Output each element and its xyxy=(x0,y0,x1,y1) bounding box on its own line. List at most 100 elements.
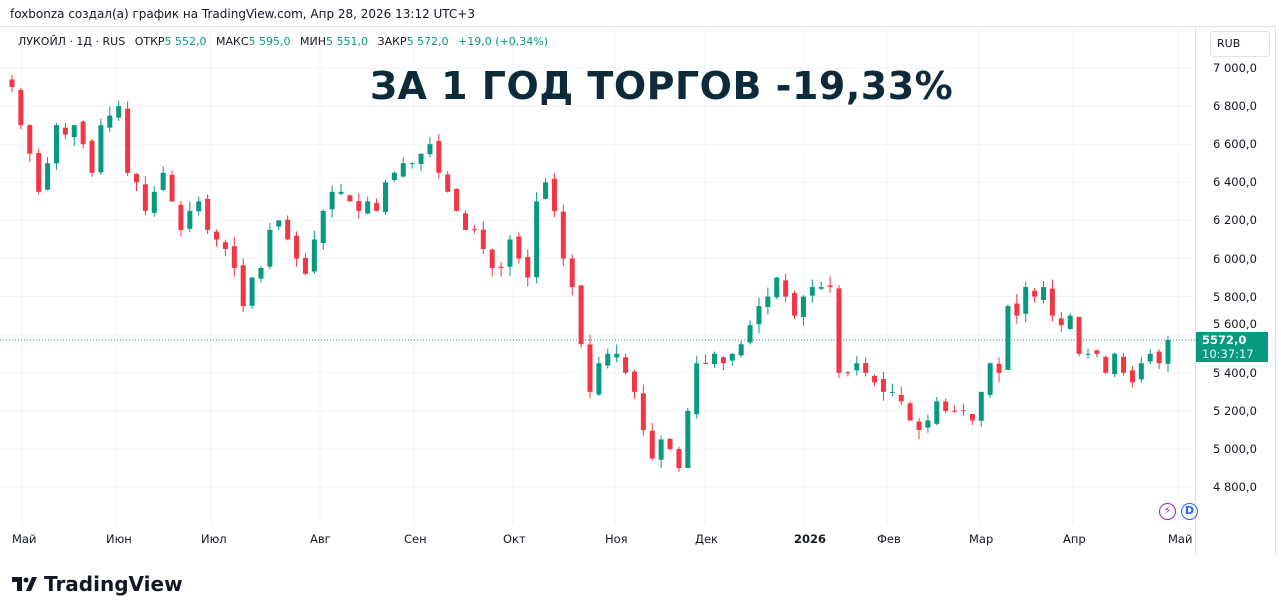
candle-body xyxy=(614,353,620,358)
open-value: 5 552,0 xyxy=(164,35,207,48)
candle-body xyxy=(1014,303,1020,316)
candle-body xyxy=(756,306,762,325)
candle-body xyxy=(640,393,646,430)
candle-body xyxy=(1147,353,1153,362)
candle-body xyxy=(516,236,522,259)
candle-body xyxy=(569,258,575,288)
candle-body xyxy=(249,277,255,306)
candle-body xyxy=(231,246,237,269)
candle-body xyxy=(1085,353,1091,355)
candle-body xyxy=(774,277,780,298)
currency-button[interactable]: RUB xyxy=(1210,31,1270,57)
candle-body xyxy=(142,184,148,211)
candle-body xyxy=(925,420,931,428)
candle-body xyxy=(498,266,504,269)
candle-body xyxy=(747,325,753,343)
candle-body xyxy=(365,201,371,214)
candle-body xyxy=(374,203,380,211)
y-tick-label: 6 800,0 xyxy=(1213,99,1257,114)
y-tick-label: 6 200,0 xyxy=(1213,213,1257,228)
candle-body xyxy=(471,229,477,231)
candle-body xyxy=(854,363,860,371)
y-tick-label: 6 400,0 xyxy=(1213,175,1257,190)
candle-body xyxy=(1094,350,1100,354)
candle-body xyxy=(18,89,24,126)
close-label: ЗАКР xyxy=(377,35,407,48)
candle-body xyxy=(916,421,922,430)
x-tick-label: Авг xyxy=(310,532,331,546)
y-tick-label: 5 600,0 xyxy=(1213,317,1257,331)
symbol-label[interactable]: ЛУКОЙЛ · 1Д · RUS xyxy=(18,35,126,48)
candle-body xyxy=(809,287,815,296)
candle-body xyxy=(1156,351,1162,364)
y-tick-label: 7 000,0 xyxy=(1213,61,1257,75)
x-tick-label: Май xyxy=(1168,532,1193,546)
candle-body xyxy=(400,163,406,177)
candle-body xyxy=(1138,363,1144,380)
brand-name: TradingView xyxy=(44,572,183,596)
candle-body xyxy=(996,363,1002,373)
bar-countdown: 10:37:17 xyxy=(1202,347,1254,361)
candle-body xyxy=(338,191,344,194)
candle-body xyxy=(489,249,495,269)
candle-body xyxy=(285,219,291,240)
candle-body xyxy=(952,410,958,412)
y-tick-label: 5 400,0 xyxy=(1213,365,1257,380)
candle-body xyxy=(45,163,51,190)
candle-body xyxy=(934,401,940,424)
x-tick-label: Май xyxy=(12,532,37,546)
x-tick-label: Дек xyxy=(695,532,719,546)
candle-body xyxy=(969,414,975,421)
candle-body xyxy=(1067,315,1073,329)
candle-body xyxy=(676,449,682,469)
x-tick-label: Июл xyxy=(201,532,227,546)
change-value: +19,0 (+0,34%) xyxy=(458,35,549,48)
candle-body xyxy=(1129,370,1135,383)
candle-body xyxy=(783,280,789,297)
candle-body xyxy=(711,353,717,364)
candle-body xyxy=(62,127,68,135)
ohlc-legend: ЛУКОЙЛ · 1Д · RUS ОТКР5 552,0 МАКС5 595,… xyxy=(18,35,548,48)
candle-body xyxy=(240,265,246,307)
candle-body xyxy=(907,403,913,421)
candle-body xyxy=(1005,306,1011,370)
candle-body xyxy=(418,153,424,164)
candle-body xyxy=(1058,318,1064,326)
low-value: 5 551,0 xyxy=(326,35,369,48)
candle-body xyxy=(1165,340,1171,364)
dividend-icon[interactable]: D xyxy=(1181,503,1198,520)
candle-body xyxy=(9,79,15,88)
tradingview-logo[interactable]: TradingView xyxy=(12,572,183,596)
lightning-icon[interactable]: ⚡ xyxy=(1159,503,1176,520)
x-tick-label: Мар xyxy=(969,532,994,546)
candle-body xyxy=(267,229,273,267)
x-tick-label: Июн xyxy=(106,532,132,546)
candle-body xyxy=(1121,356,1127,373)
candle-body xyxy=(658,439,664,460)
candle-body xyxy=(1076,316,1082,354)
candle-body xyxy=(543,182,549,199)
low-label: МИН xyxy=(300,35,327,48)
candle-body xyxy=(89,140,95,173)
candle-body xyxy=(560,211,566,259)
candle-body xyxy=(978,391,984,421)
x-tick-label: Апр xyxy=(1063,532,1086,546)
candle-body xyxy=(116,106,122,118)
candle-body xyxy=(311,239,317,272)
candlestick-plot[interactable] xyxy=(0,0,1195,556)
candle-body xyxy=(320,210,326,244)
x-tick-label: Сен xyxy=(404,532,427,546)
candle-body xyxy=(169,174,175,202)
candle-body xyxy=(480,229,486,249)
price-axis-divider xyxy=(1195,26,1196,556)
candle-body xyxy=(898,395,904,402)
candle-body xyxy=(160,172,166,190)
candle-body xyxy=(258,268,264,279)
y-tick-label: 5 000,0 xyxy=(1213,442,1257,456)
candle-body xyxy=(356,201,362,211)
candle-body xyxy=(836,288,842,373)
candle-body xyxy=(649,430,655,459)
high-value: 5 595,0 xyxy=(248,35,291,48)
candle-body xyxy=(605,353,611,366)
chart-frame xyxy=(0,26,1276,557)
